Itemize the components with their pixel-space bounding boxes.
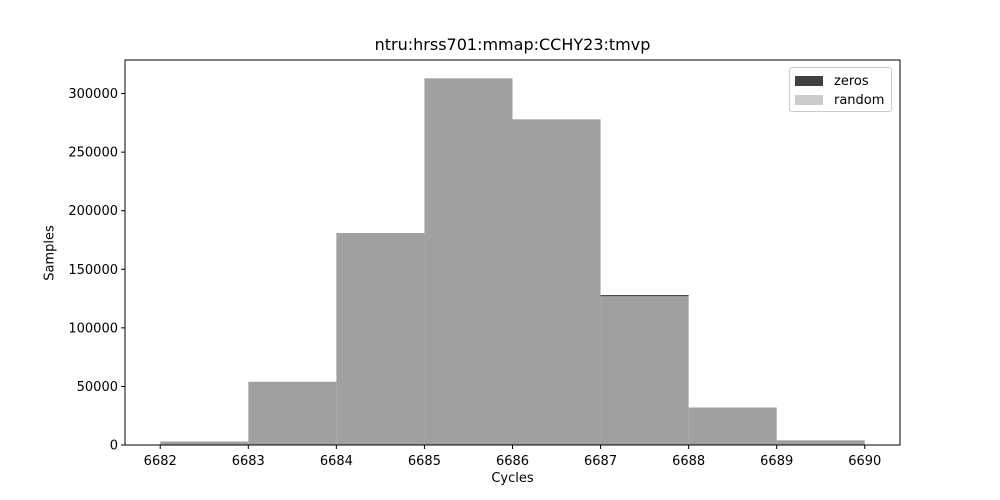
bars-group — [160, 78, 865, 445]
histogram-bar-excess — [600, 295, 689, 297]
x-tick-label: 6686 — [496, 454, 529, 469]
x-tick-label: 6682 — [144, 454, 177, 469]
x-tick-label: 6685 — [408, 454, 441, 469]
x-axis-label: Cycles — [491, 471, 534, 486]
y-tick-label: 150000 — [68, 263, 118, 278]
legend: zeros random — [789, 67, 892, 112]
y-tick-label: 100000 — [68, 321, 118, 336]
histogram-bar — [600, 296, 689, 445]
histogram-bar — [776, 440, 865, 445]
legend-swatch-zeros — [795, 76, 823, 86]
legend-item-zeros: zeros — [795, 72, 869, 90]
y-tick-label: 0 — [110, 439, 118, 454]
histogram-bar — [160, 441, 249, 445]
x-tick-label: 6683 — [232, 454, 265, 469]
legend-label-zeros: zeros — [834, 73, 869, 89]
x-tick-label: 6687 — [584, 454, 617, 469]
y-axis-label: Samples — [42, 225, 58, 281]
y-tick-label: 300000 — [68, 87, 118, 102]
histogram-bar — [688, 407, 777, 445]
y-tick-label: 200000 — [68, 204, 118, 219]
legend-swatch-random — [795, 95, 823, 105]
x-tick-label: 6689 — [760, 454, 793, 469]
legend-item-random: random — [795, 91, 884, 109]
x-tick-label: 6690 — [848, 454, 881, 469]
histogram-bar — [424, 78, 513, 445]
histogram-bar — [336, 232, 425, 445]
y-tick-label: 50000 — [77, 380, 118, 395]
x-tick-label: 6684 — [320, 454, 353, 469]
histogram-bar — [248, 381, 337, 445]
chart-title: ntru:hrss701:mmap:CCHY23:tmvp — [374, 35, 651, 54]
axes-group: 6682 6683 6684 6685 6686 6687 6688 6689 6690 0 500… — [68, 59, 901, 469]
x-tick-label: 6688 — [672, 454, 705, 469]
y-tick-label: 250000 — [68, 146, 118, 161]
histogram-bar — [512, 119, 601, 445]
legend-label-random: random — [834, 92, 885, 108]
